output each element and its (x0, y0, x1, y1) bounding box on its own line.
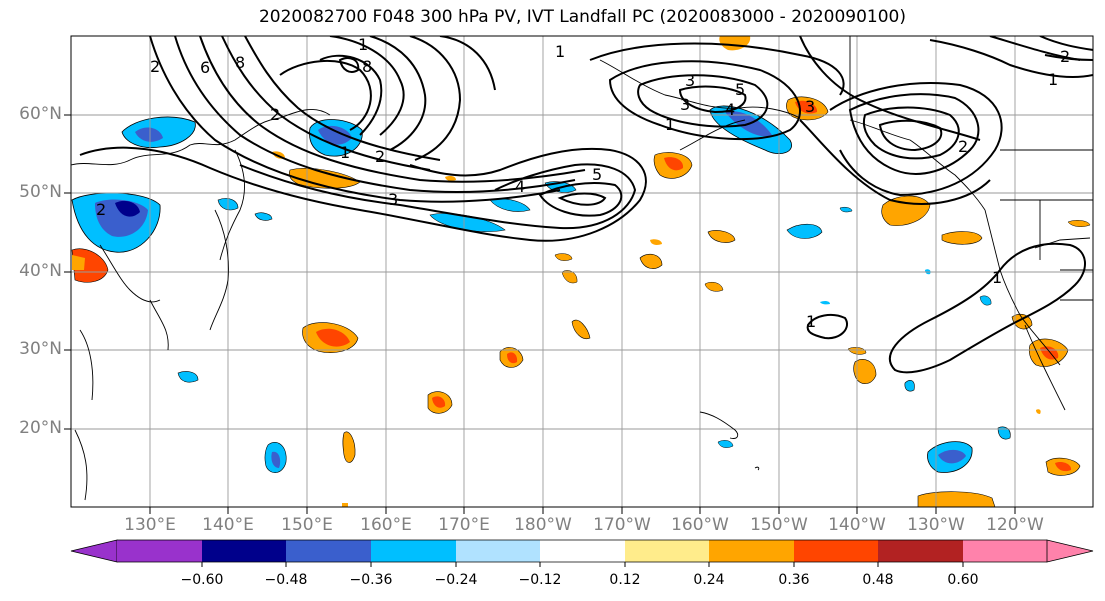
lat-label-60N: 60°N (19, 104, 62, 124)
colorbar-tick-label: −0.60 (180, 572, 224, 588)
contour-lines (79, 36, 1093, 374)
contour-label: 3 (685, 71, 695, 90)
colorbar-bin (202, 540, 286, 562)
contour-label: 1 (992, 268, 1002, 287)
contour-label: 8 (235, 53, 245, 72)
lon-label-160W: 160°W (671, 515, 729, 535)
contour-label: 2 (958, 137, 968, 156)
colorbar-tick-label: −0.36 (349, 572, 393, 588)
lon-label-170E: 170°E (438, 515, 490, 535)
lat-label-50N: 50°N (19, 182, 62, 202)
axis-ticks (64, 114, 1016, 514)
positive-anomaly-shading (71, 36, 1091, 507)
contour-label-group: 2 6 8 1 2 1 2 8 2 3 4 5 3 1 5 3 4 1 3 2 … (96, 35, 1070, 331)
lat-label-30N: 30°N (19, 339, 62, 359)
contour-label: 1 (340, 143, 350, 162)
colorbar-bin (794, 540, 878, 562)
lon-label-180W: 180°W (514, 515, 572, 535)
colorbar-bin (540, 540, 625, 562)
contour-label: 2 (375, 147, 385, 166)
contour-label: 2 (1060, 47, 1070, 66)
colorbar-tick-label: −0.48 (264, 572, 308, 588)
lon-label-140E: 140°E (202, 515, 254, 535)
colorbar-bin (709, 540, 794, 562)
colorbar-bin (625, 540, 709, 562)
negative-anomaly-shading (71, 105, 1011, 473)
contour-label: 3 (388, 190, 398, 209)
contour-label: 5 (592, 165, 602, 184)
contour-label: 4 (515, 177, 525, 196)
lon-label-150E: 150°E (281, 515, 333, 535)
colorbar-tick-label: −0.12 (518, 572, 562, 588)
contour-label: 1 (665, 115, 675, 134)
contour-label: 1 (806, 312, 816, 331)
contour-label: 1 (358, 35, 368, 54)
plot-title: 2020082700 F048 300 hPa PV, IVT Landfall… (258, 7, 906, 27)
contour-label: 5 (735, 80, 745, 99)
contour-label: 2 (270, 105, 280, 124)
map-border (70, 35, 1094, 508)
coastlines (71, 36, 1093, 501)
colorbar-bin (371, 540, 456, 562)
map-area: 2 6 8 1 2 1 2 8 2 3 4 5 3 1 5 3 4 1 3 2 … (71, 35, 1093, 507)
contour-label: 2 (150, 57, 160, 76)
lat-label-40N: 40°N (19, 261, 62, 281)
lon-label-160E: 160°E (360, 515, 412, 535)
colorbar-bin (878, 540, 963, 562)
contour-label: 3 (805, 97, 815, 116)
colorbar-tick-label: 0.60 (947, 572, 979, 588)
colorbar-bin (117, 540, 202, 562)
contour-label: 1 (555, 42, 565, 61)
lon-label-120W: 120°W (986, 515, 1044, 535)
lon-label-130E: 130°E (124, 515, 176, 535)
lon-label-150W: 150°W (750, 515, 808, 535)
contour-label: 8 (362, 57, 372, 76)
lon-label-140W: 140°W (828, 515, 886, 535)
graticule (71, 36, 1093, 507)
contour-label: 4 (725, 100, 735, 119)
contour-label: 2 (96, 200, 106, 219)
lat-label-20N: 20°N (19, 418, 62, 438)
lon-label-170W: 170°W (593, 515, 651, 535)
colorbar-tick-label: −0.24 (434, 572, 478, 588)
colorbar-extend-max (1046, 539, 1094, 563)
colorbar-tick-label: 0.12 (609, 572, 641, 588)
colorbar-bin (286, 540, 371, 562)
colorbar-bin (456, 540, 540, 562)
colorbar-tick-label: 0.24 (693, 572, 725, 588)
colorbar-tick-label: 0.36 (778, 572, 810, 588)
colorbar-tick-label: 0.48 (862, 572, 894, 588)
contour-label: 6 (200, 58, 210, 77)
colorbar-extend-min (70, 539, 118, 563)
colorbar (70, 539, 1094, 567)
contour-label: 1 (1048, 70, 1058, 89)
contour-label: 3 (680, 95, 690, 114)
lon-label-130W: 130°W (907, 515, 965, 535)
colorbar-bin (963, 540, 1047, 562)
